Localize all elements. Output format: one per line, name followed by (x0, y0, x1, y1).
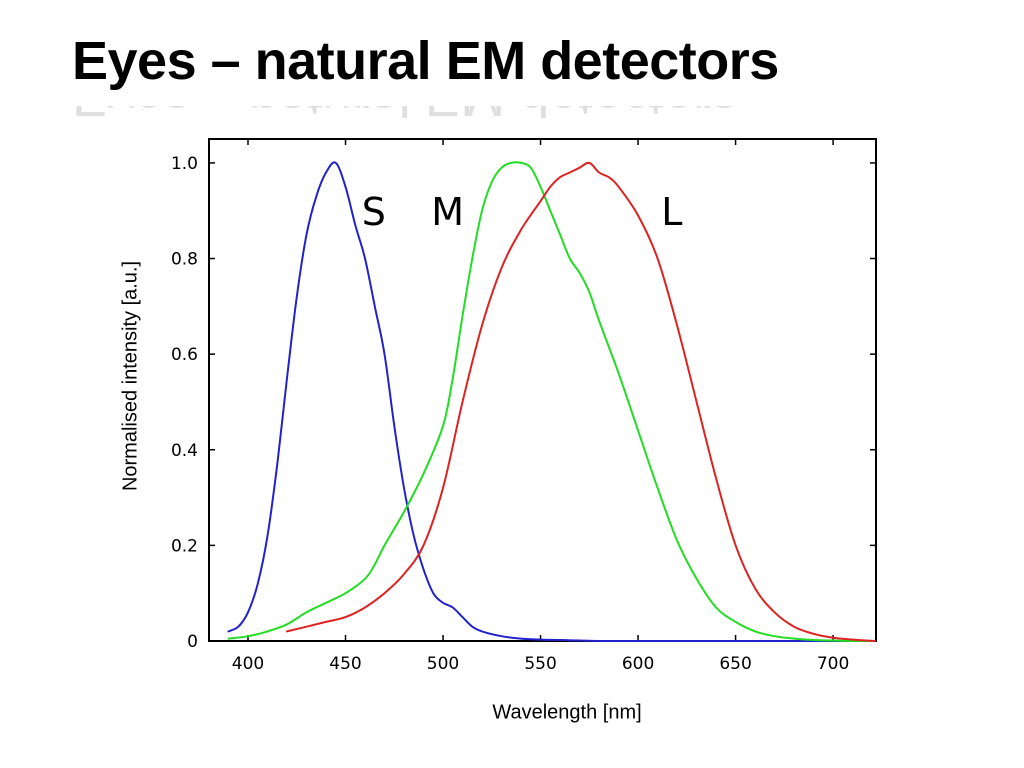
x-axis-label: Wavelength [nm] (492, 701, 642, 724)
y-tick-label: 0.8 (171, 250, 198, 270)
curve-label-l: L (661, 190, 682, 234)
y-tick-label: 0.6 (171, 345, 198, 365)
y-tick-label: 0.2 (171, 536, 198, 556)
x-tick-label: 600 (622, 654, 654, 674)
y-tick-label: 1.0 (171, 154, 198, 174)
series-line-l (286, 161, 876, 642)
curve-label-m: M (431, 190, 464, 234)
x-tick-label: 450 (329, 654, 361, 674)
x-tick-label: 500 (427, 654, 459, 674)
series-line-s (227, 161, 874, 643)
x-tick-label: 700 (817, 654, 849, 674)
y-axis-label: Normalised intensity [a.u.] (119, 260, 142, 492)
x-tick-label: 550 (524, 654, 556, 674)
y-tick-label: 0 (187, 632, 198, 652)
curve-label-s: S (362, 190, 386, 234)
x-tick-label: 650 (719, 654, 751, 674)
x-tick-label: 400 (232, 654, 264, 674)
plot-frame (208, 138, 877, 642)
slide-title: Eyes – natural EM detectors (72, 31, 779, 91)
series-line-m (227, 161, 876, 643)
series-group (227, 161, 876, 643)
y-tick-label: 0.4 (171, 441, 198, 461)
axis-ticks: 400 450 500 550 600 650 700 0 0.2 0.4 0.6 0.8 1.0 (171, 139, 876, 674)
